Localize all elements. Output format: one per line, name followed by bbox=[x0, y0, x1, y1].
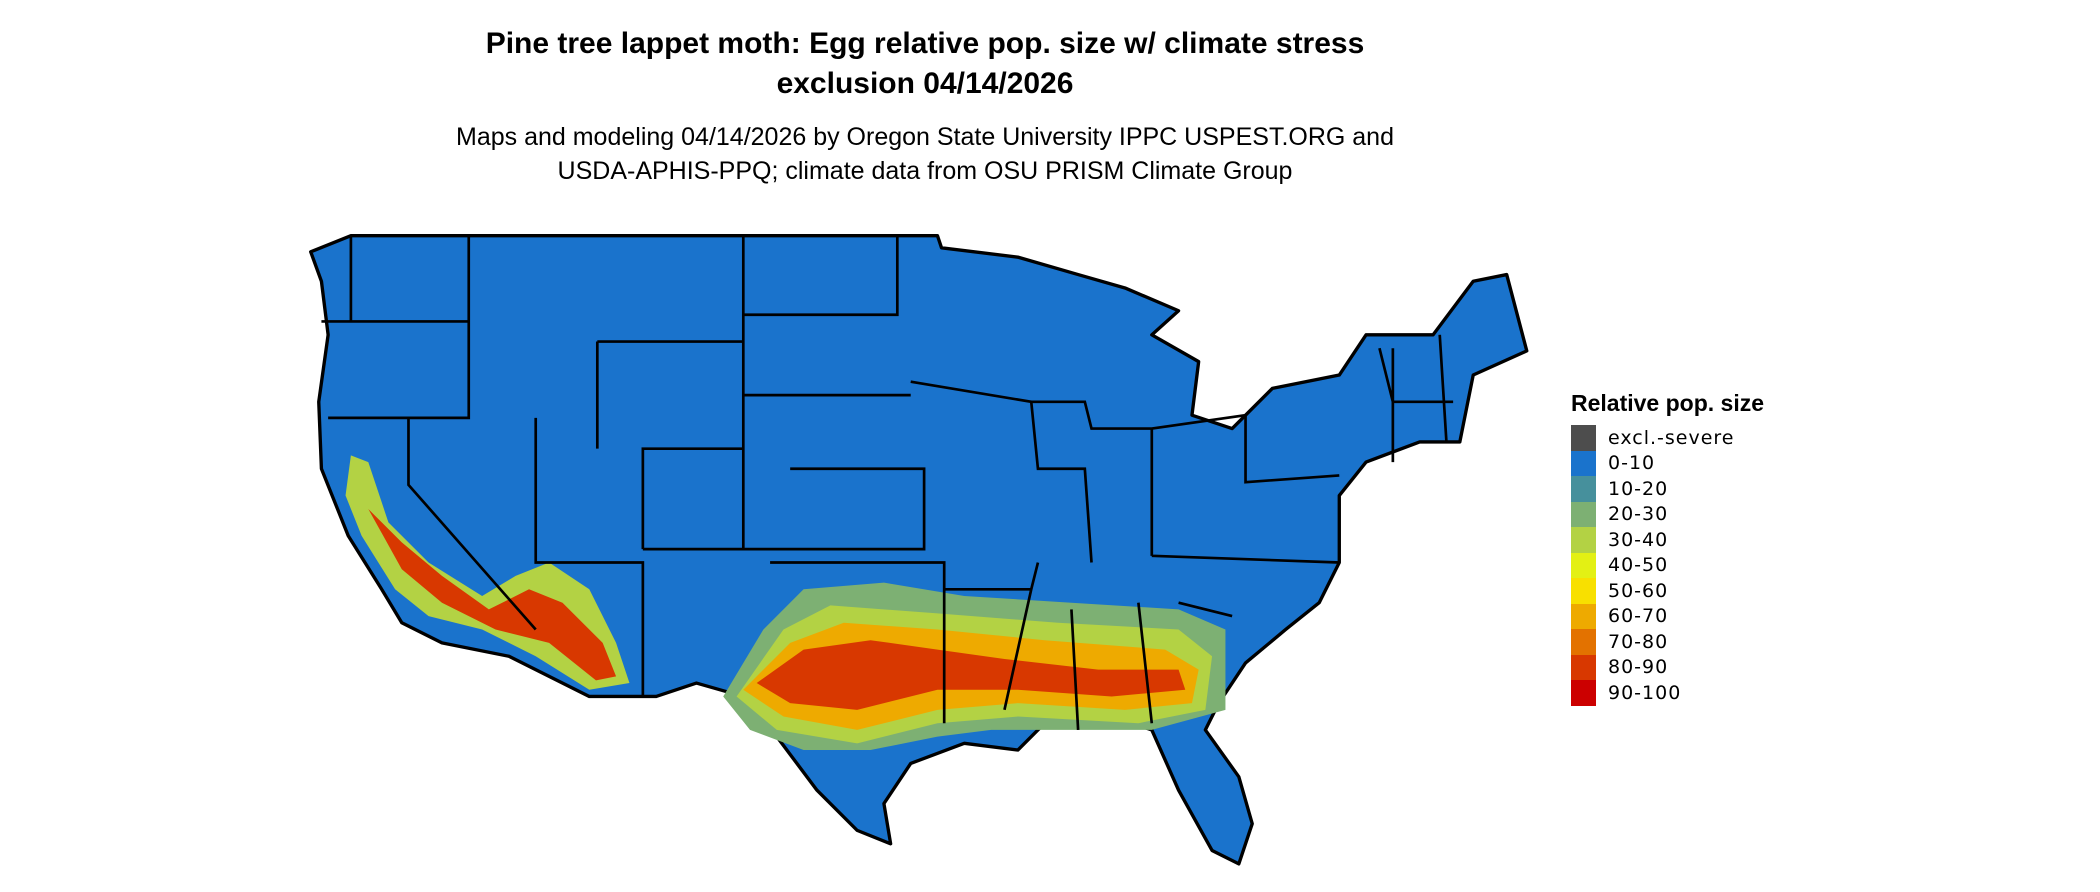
legend-label: 40-50 bbox=[1608, 554, 1669, 577]
subtitle-line-2: USDA-APHIS-PPQ; climate data from OSU PR… bbox=[557, 157, 1293, 185]
map-subtitle: Maps and modeling 04/14/2026 by Oregon S… bbox=[330, 120, 1520, 188]
legend-swatch bbox=[1571, 629, 1596, 655]
legend-item: 60-70 bbox=[1571, 603, 1764, 629]
legend-item: 50-60 bbox=[1571, 578, 1764, 604]
legend-swatch bbox=[1571, 450, 1596, 476]
legend-label: 20-30 bbox=[1608, 503, 1669, 526]
legend-item: 10-20 bbox=[1571, 476, 1764, 502]
legend-swatch bbox=[1571, 552, 1596, 578]
legend-label: 70-80 bbox=[1608, 630, 1669, 653]
legend-item: 20-30 bbox=[1571, 501, 1764, 527]
legend-label: excl.-severe bbox=[1608, 426, 1735, 449]
state-borders bbox=[321, 235, 1454, 731]
legend-item: 70-80 bbox=[1571, 629, 1764, 655]
legend-label: 30-40 bbox=[1608, 528, 1669, 551]
legend-item: excl.-severe bbox=[1571, 425, 1764, 451]
legend-swatch bbox=[1571, 603, 1596, 629]
legend-swatch bbox=[1571, 501, 1596, 527]
legend-swatch bbox=[1571, 654, 1596, 680]
legend-item: 90-100 bbox=[1571, 680, 1764, 706]
climate-suitability-southwest bbox=[345, 455, 630, 690]
legend-item: 80-90 bbox=[1571, 654, 1764, 680]
legend-items: excl.-severe 0-10 10-20 20-30 30-40 40-50 50-6… bbox=[1571, 425, 1764, 706]
legend-label: 10-20 bbox=[1608, 477, 1669, 500]
legend-item: 30-40 bbox=[1571, 527, 1764, 553]
climate-suitability-south bbox=[723, 582, 1226, 751]
legend-label: 90-100 bbox=[1608, 681, 1682, 704]
legend: Relative pop. size excl.-severe 0-10 10-20… bbox=[1571, 390, 1764, 706]
legend-swatch bbox=[1571, 578, 1596, 604]
legend-item: 0-10 bbox=[1571, 450, 1764, 476]
legend-item: 40-50 bbox=[1571, 552, 1764, 578]
legend-swatch bbox=[1571, 425, 1596, 451]
subtitle-line-1: Maps and modeling 04/14/2026 by Oregon S… bbox=[456, 123, 1394, 151]
legend-label: 80-90 bbox=[1608, 656, 1669, 679]
title-line-1: Pine tree lappet moth: Egg relative pop.… bbox=[485, 27, 1365, 60]
title-line-2: exclusion 04/14/2026 bbox=[776, 67, 1074, 100]
legend-label: 60-70 bbox=[1608, 605, 1669, 628]
legend-swatch bbox=[1571, 527, 1596, 553]
legend-label: 50-60 bbox=[1608, 579, 1669, 602]
legend-swatch bbox=[1571, 476, 1596, 502]
legend-title: Relative pop. size bbox=[1571, 390, 1765, 416]
map-title: Pine tree lappet moth: Egg relative pop.… bbox=[330, 24, 1520, 104]
legend-label: 0-10 bbox=[1608, 452, 1656, 475]
legend-swatch bbox=[1571, 680, 1596, 706]
